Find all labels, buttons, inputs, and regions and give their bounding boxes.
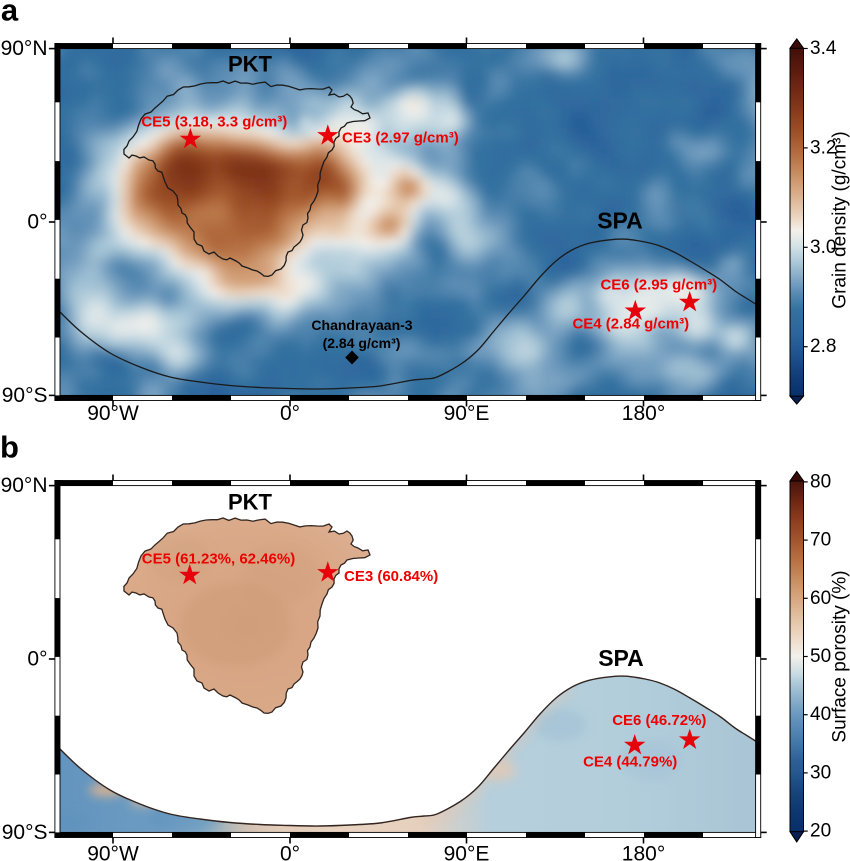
svg-text:40: 40 xyxy=(810,704,831,725)
svg-text:80: 80 xyxy=(810,471,831,492)
svg-text:90°E: 90°E xyxy=(444,402,490,425)
svg-text:CE5 (3.18, 3.3 g/cm³): CE5 (3.18, 3.3 g/cm³) xyxy=(141,114,287,131)
svg-text:SPA: SPA xyxy=(597,208,643,234)
svg-text:90°S: 90°S xyxy=(2,821,48,844)
svg-text:180°: 180° xyxy=(622,843,665,861)
svg-text:0°: 0° xyxy=(27,648,47,671)
svg-text:2.8: 2.8 xyxy=(810,336,836,357)
svg-text:a: a xyxy=(1,0,19,28)
svg-text:3.2: 3.2 xyxy=(810,137,836,158)
svg-text:CE4 (2.84 g/cm³): CE4 (2.84 g/cm³) xyxy=(572,316,689,333)
svg-text:20: 20 xyxy=(810,821,831,842)
svg-text:3.0: 3.0 xyxy=(810,237,836,258)
svg-text:0°: 0° xyxy=(280,843,300,861)
svg-text:b: b xyxy=(0,430,19,465)
svg-text:90°N: 90°N xyxy=(1,474,48,497)
svg-text:(2.84 g/cm³): (2.84 g/cm³) xyxy=(323,335,401,351)
svg-text:180°: 180° xyxy=(622,402,665,425)
svg-text:90°W: 90°W xyxy=(87,843,139,861)
svg-text:SPA: SPA xyxy=(598,645,644,671)
svg-text:CE3 (2.97 g/cm³): CE3 (2.97 g/cm³) xyxy=(342,130,459,147)
svg-text:3.4: 3.4 xyxy=(810,38,837,59)
svg-text:90°W: 90°W xyxy=(87,402,139,425)
svg-text:60: 60 xyxy=(810,588,831,609)
svg-text:PKT: PKT xyxy=(228,490,273,515)
svg-text:0°: 0° xyxy=(280,402,300,425)
svg-text:CE4 (44.79%): CE4 (44.79%) xyxy=(583,753,677,770)
svg-text:CE3 (60.84%): CE3 (60.84%) xyxy=(344,568,438,585)
svg-text:CE6 (46.72%): CE6 (46.72%) xyxy=(612,712,706,729)
svg-text:30: 30 xyxy=(810,762,831,783)
svg-text:CE5 (61.23%, 62.46%): CE5 (61.23%, 62.46%) xyxy=(142,551,295,568)
svg-text:Chandrayaan-3: Chandrayaan-3 xyxy=(311,317,412,333)
svg-text:Grain density (g/cm³): Grain density (g/cm³) xyxy=(830,131,850,308)
svg-text:0°: 0° xyxy=(27,211,47,234)
svg-text:70: 70 xyxy=(810,530,831,551)
svg-text:90°E: 90°E xyxy=(444,843,490,861)
svg-text:90°N: 90°N xyxy=(1,37,48,60)
svg-text:Surface porosity (%): Surface porosity (%) xyxy=(830,570,850,742)
svg-text:50: 50 xyxy=(810,646,831,667)
svg-text:PKT: PKT xyxy=(228,52,273,77)
svg-text:CE6 (2.95 g/cm³): CE6 (2.95 g/cm³) xyxy=(600,277,717,294)
svg-text:90°S: 90°S xyxy=(2,384,48,407)
